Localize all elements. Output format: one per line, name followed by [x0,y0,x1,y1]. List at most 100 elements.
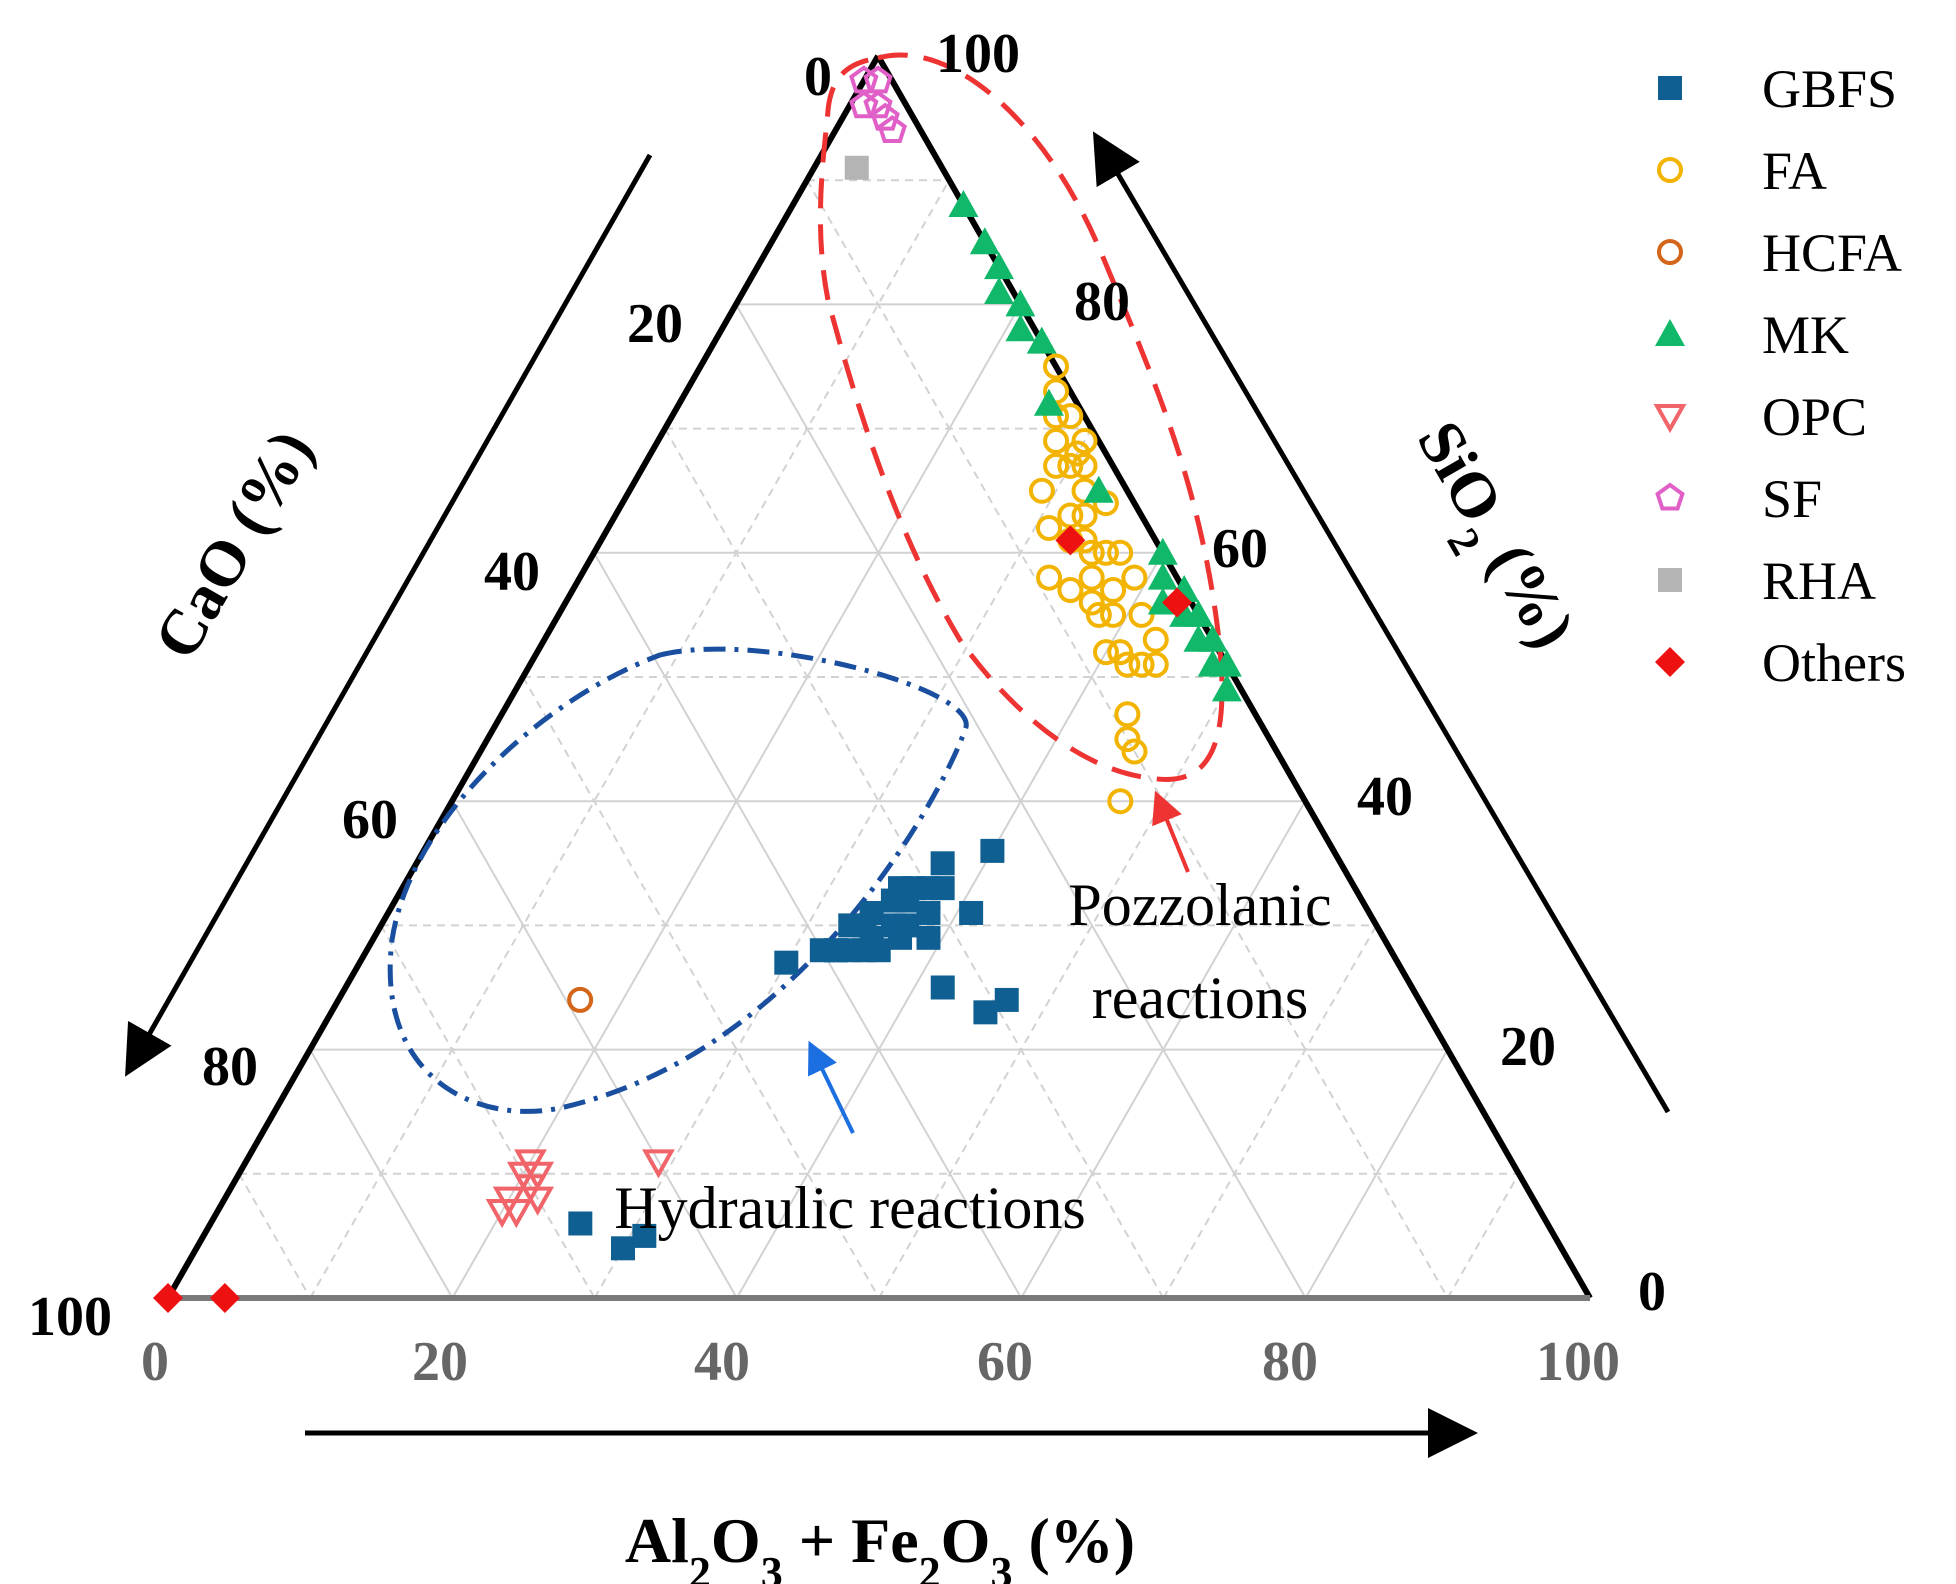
bottom-tick-label: 20 [412,1331,468,1393]
point-mk [1147,537,1178,565]
title-part: SiO [1404,409,1517,534]
point-gbfs [568,1211,593,1236]
point-gbfs [774,950,799,975]
pozzolanic-pointer-arrow [1152,790,1190,873]
left-tick-label: 80 [202,1036,258,1098]
legend-item-mk: MK [1655,305,1849,365]
series-sf [849,65,907,143]
grid-line-cao-70 [380,924,596,1299]
point-gbfs [895,913,920,938]
point-fa [1128,601,1155,628]
right-tick-label: 80 [1074,271,1130,333]
legend-item-fa: FA [1657,141,1827,201]
legend: GBFS FA HCFA MK OPC SF RHA Others [1653,59,1906,693]
pozzolanic-reactions-label-line1: Pozzolanic [1068,872,1331,938]
point-rha [844,155,869,180]
tick-labels: 0 20 40 60 80 100 0 20 40 60 80 100 0 20 40 60 80 100 [28,23,1666,1393]
point-fa [1121,564,1148,591]
point-gbfs [980,838,1005,863]
point-sf [877,115,907,143]
point-gbfs [930,851,955,876]
grid-line-al2o3-40 [735,552,1164,1299]
grid-line-al2o3-30 [593,428,1093,1299]
point-others [153,1283,183,1313]
point-fa [1057,502,1084,529]
grid-line-al2o3-80 [1304,1049,1449,1299]
point-mk [1033,388,1064,416]
grid-line-cao-30 [664,428,1165,1299]
legend-marker-sf [1655,482,1685,511]
grid-line-al2o3-70 [1162,924,1378,1299]
point-gbfs [824,938,849,963]
point-opc [499,1199,533,1229]
subscript: 3 [761,1548,783,1584]
legend-label-mk: MK [1762,305,1849,365]
point-gbfs [916,925,941,950]
bottom-axis-title: Al2O3 + Fe2O3 (%) [625,1505,1135,1584]
point-gbfs [959,900,984,925]
point-sf [863,90,893,119]
point-opc [642,1149,675,1179]
series-opc [485,1149,675,1229]
grid-line-al2o3-50 [878,676,1235,1299]
point-mk [1005,289,1036,317]
point-fa [1078,564,1105,591]
title-part: Al [625,1505,689,1576]
series-rha [844,155,869,180]
point-gbfs [611,1236,635,1261]
point-fa [1100,601,1127,628]
legend-marker-gbfs [1658,76,1682,100]
data-points [153,65,1242,1313]
title-part: + Fe [783,1505,919,1576]
point-mk [1147,562,1178,590]
point-fa [1043,452,1070,479]
point-fa [1028,477,1055,504]
point-gbfs [994,987,1019,1012]
left-axis-arrow [125,153,653,1077]
legend-item-opc: OPC [1653,387,1867,447]
legend-marker-fa [1657,157,1683,183]
right-tick-label: 100 [936,23,1020,85]
point-fa [1078,589,1105,616]
legend-marker-hcfa [1657,239,1683,265]
point-mk [1211,674,1242,702]
bottom-tick-label: 0 [141,1331,169,1393]
grid-line-al2o3-60 [1020,800,1307,1299]
legend-label-fa: FA [1762,141,1827,201]
legend-marker-rha [1658,568,1682,592]
subscript: 2 [689,1548,711,1584]
legend-marker-mk [1655,319,1685,346]
legend-label-hcfa: HCFA [1762,223,1902,283]
legend-marker-opc [1653,404,1687,434]
point-gbfs [916,900,941,925]
right-tick-label: 0 [1638,1261,1666,1323]
grid-line-al2o3-90 [1446,1173,1520,1299]
point-fa [1107,539,1134,566]
point-others [209,1283,240,1313]
right-tick-label: 20 [1500,1016,1556,1078]
point-others [1055,525,1086,556]
grid-line-cao-80 [309,1049,454,1299]
point-gbfs [888,876,912,901]
right-axis-title: SiO2 (%) [1386,409,1589,669]
point-gbfs [859,900,884,925]
point-fa [1057,577,1084,604]
subscript: 2 [919,1548,941,1584]
series-gbfs [568,838,1019,1261]
point-fa [1114,701,1141,728]
bottom-tick-label: 40 [694,1331,750,1393]
grid-line-cao-10 [806,179,1449,1299]
ternary-grid [238,179,1520,1299]
bottom-tick-label: 80 [1262,1331,1318,1393]
point-hcfa [567,986,594,1013]
point-fa [1036,514,1063,541]
legend-label-gbfs: GBFS [1762,59,1897,119]
point-sf [870,102,900,131]
point-mk [1083,475,1114,503]
grid-line-cao-50 [522,676,880,1299]
point-gbfs [930,876,955,901]
hydraulic-reactions-label: Hydraulic reactions [614,1175,1085,1241]
series-fa [1028,353,1169,815]
grid-line-cao-90 [238,1173,312,1299]
